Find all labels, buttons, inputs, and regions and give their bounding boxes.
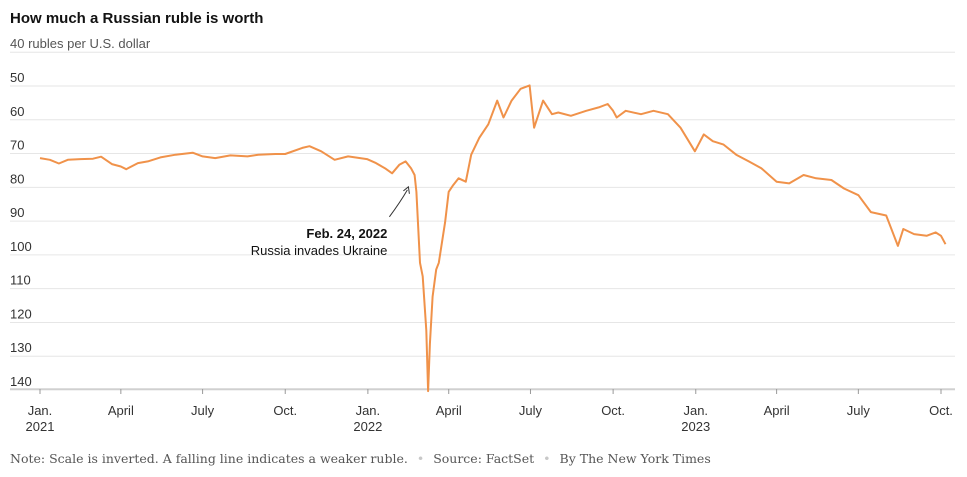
x-tick-label: Oct.: [929, 403, 953, 418]
annotation-date: Feb. 24, 2022: [306, 226, 387, 241]
y-axis-label: 40 rubles per U.S. dollar: [10, 36, 151, 51]
x-tick-label: July: [191, 403, 215, 418]
annotations: Feb. 24, 2022 Russia invades Ukraine: [251, 185, 410, 258]
y-tick-label: 120: [10, 306, 32, 321]
separator-dot: •: [543, 451, 551, 466]
x-tick-label: April: [108, 403, 134, 418]
x-tick-year-label: 2021: [26, 419, 55, 434]
x-tick-label: Jan.: [356, 403, 381, 418]
y-tick-label: 130: [10, 340, 32, 355]
y-tick-label: 60: [10, 104, 24, 119]
x-tick-year-label: 2022: [353, 419, 382, 434]
ruble-line-chart: 40 rubles per U.S. dollar 50 60 70 80 90 100 1…: [10, 36, 955, 434]
y-tick-label: 50: [10, 70, 24, 85]
y-tick-label: 100: [10, 239, 32, 254]
x-tick-label: April: [436, 403, 462, 418]
x-tick-label: Oct.: [601, 403, 625, 418]
separator-dot: •: [416, 451, 425, 466]
x-tick-label: July: [519, 403, 543, 418]
series: [39, 84, 947, 393]
y-tick-labels: 50 60 70 80 90 100 110 120 130 140: [10, 70, 32, 389]
x-tick-label: July: [847, 403, 871, 418]
y-tick-label: 80: [10, 171, 24, 186]
y-gridlines: [10, 51, 955, 391]
y-tick-label: 110: [10, 273, 31, 288]
footer-note: Note: Scale is inverted. A falling line …: [10, 451, 408, 466]
x-tick-year-label: 2023: [681, 419, 710, 434]
x-tick-label: Oct.: [273, 403, 297, 418]
x-tick-label: April: [764, 403, 790, 418]
footer-credit: By The New York Times: [559, 451, 711, 466]
y-tick-label: 90: [10, 205, 24, 220]
y-tick-label: 70: [10, 138, 24, 153]
y-tick-label: 140: [10, 374, 32, 389]
x-tick-label: Jan.: [683, 403, 708, 418]
annotation-arrow: [388, 189, 408, 218]
annotation-arrowhead: [403, 185, 410, 194]
series-line: [39, 84, 947, 393]
chart-title: How much a Russian ruble is worth: [10, 10, 264, 27]
x-tick-label: Jan.: [28, 403, 53, 418]
annotation-text: Russia invades Ukraine: [251, 243, 388, 258]
footer: Note: Scale is inverted. A falling line …: [10, 451, 711, 466]
footer-source: Source: FactSet: [433, 451, 535, 466]
